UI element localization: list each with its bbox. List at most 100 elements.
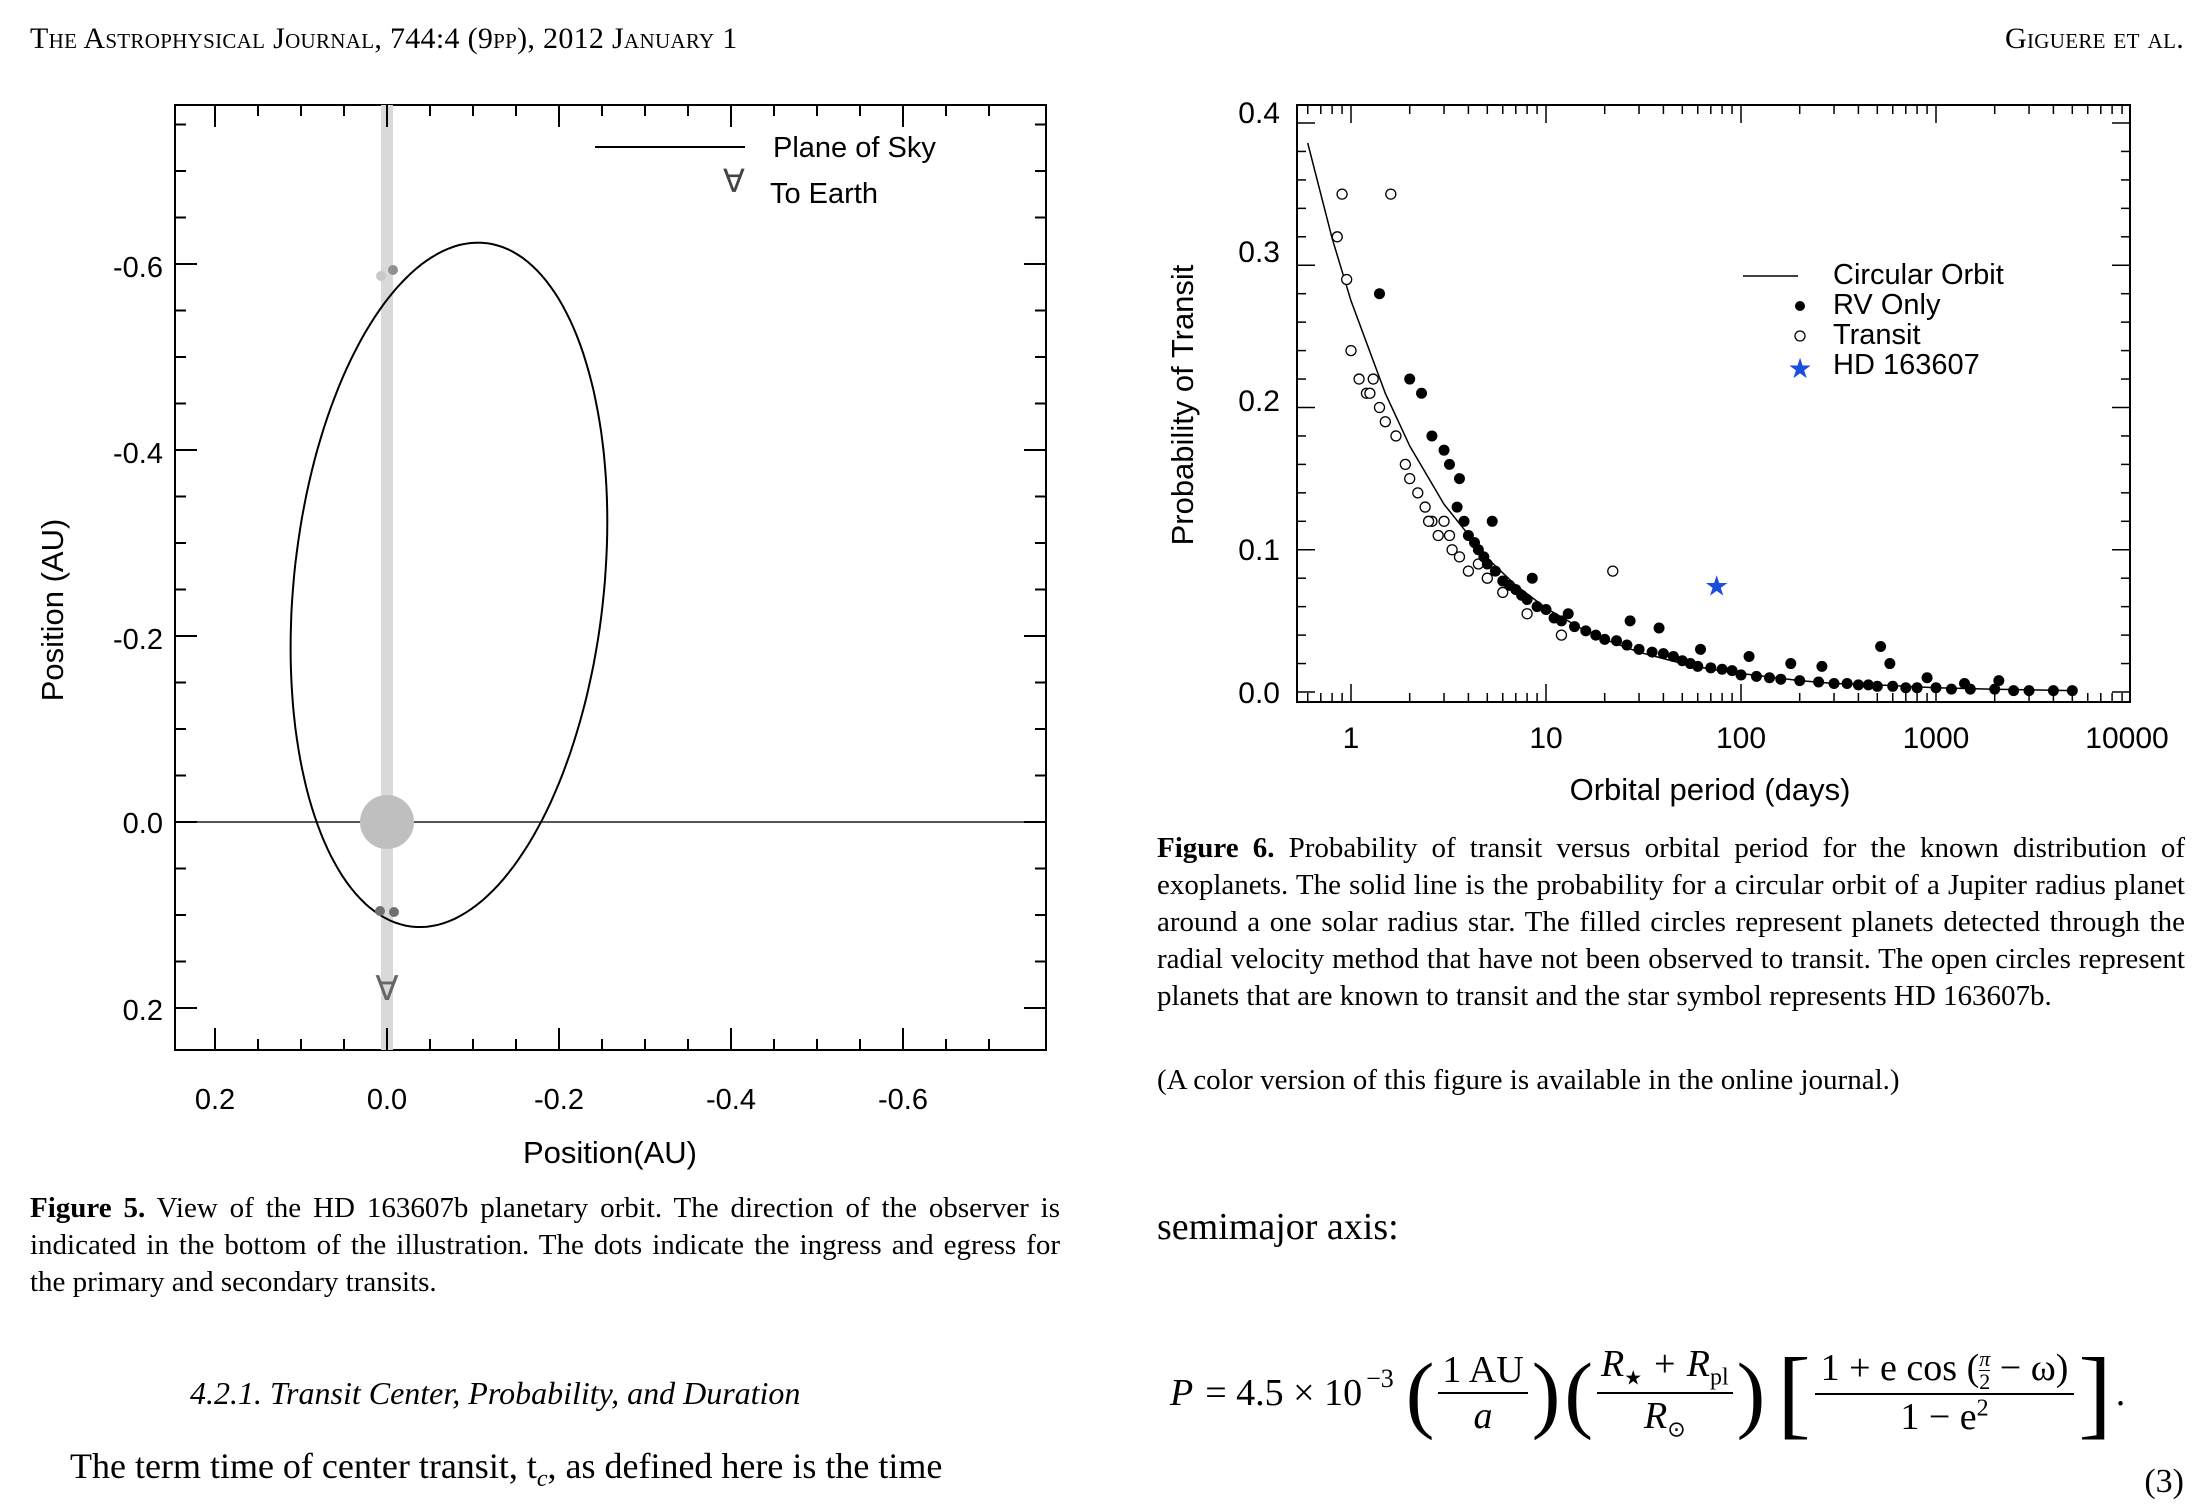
fig6-transit-point bbox=[1419, 501, 1431, 513]
fig5-xtick-label: -0.6 bbox=[878, 1084, 928, 1116]
fig6-transit-point bbox=[1521, 608, 1533, 620]
fig6-rv-point bbox=[2023, 685, 2035, 697]
eq-pi: π bbox=[1979, 1346, 1991, 1372]
fig6-rv-point bbox=[1580, 625, 1592, 637]
eq-trailing-period: . bbox=[2115, 1371, 2126, 1414]
eq-bracket-close: ] bbox=[2078, 1337, 2112, 1448]
fig6-frame bbox=[1296, 104, 2131, 703]
fig6-rv-point bbox=[1562, 608, 1574, 620]
fig6-transit-point bbox=[1481, 572, 1493, 584]
fig6-xtick-label: 10 bbox=[1529, 722, 1562, 755]
fig6-rv-point bbox=[1444, 458, 1456, 470]
eq-rstar-sub: ★ bbox=[1624, 1368, 1643, 1390]
fig6-rv-point bbox=[1735, 669, 1747, 681]
fig6-rv-point bbox=[1458, 515, 1470, 527]
fig6-rv-point bbox=[1624, 615, 1636, 627]
body-paragraph: The term time of center transit, tc, as … bbox=[70, 1445, 942, 1493]
fig6-transit-point bbox=[1364, 387, 1376, 399]
fig6-transit-point bbox=[1607, 565, 1619, 577]
fig6-circular-orbit-curve bbox=[1306, 142, 2073, 692]
fig6-ytick-label: 0.0 bbox=[1238, 677, 1280, 710]
figure-6-label: Figure 6. bbox=[1157, 832, 1275, 864]
eq-paren-close-1: ) bbox=[1531, 1344, 1561, 1441]
eq-rsun: R bbox=[1644, 1395, 1668, 1437]
eq-paren-open-1: ( bbox=[1405, 1344, 1435, 1441]
fig6-transit-point bbox=[1453, 551, 1466, 563]
fig5-transit-dot bbox=[376, 271, 386, 281]
equation-number: (3) bbox=[2144, 1463, 2184, 1500]
fig6-rv-point bbox=[1958, 677, 1970, 689]
body-text-start: The term time of center transit, t bbox=[70, 1446, 537, 1486]
eq-exponent: −3 bbox=[1366, 1363, 1394, 1393]
eq-paren-open-2: ( bbox=[1564, 1344, 1593, 1441]
fig6-rv-point bbox=[2047, 685, 2059, 697]
fig6-rv-point bbox=[1775, 673, 1787, 685]
fig6-rv-point bbox=[1930, 682, 1942, 694]
fig5-ticks bbox=[175, 105, 1046, 1050]
fig6-legend-filled-symbol bbox=[1795, 301, 1805, 311]
fig6-xtick-label: 100 bbox=[1716, 722, 1766, 755]
body-text-subscript: c bbox=[536, 1466, 548, 1493]
fig6-transit-point bbox=[1379, 416, 1391, 428]
eq-fraction-2: R★ + Rpl R⊙ bbox=[1596, 1342, 1733, 1443]
fig5-ytick-label: -0.2 bbox=[113, 624, 163, 656]
fig6-rv-point bbox=[1794, 675, 1806, 687]
fig6-rv-point bbox=[1373, 288, 1385, 300]
fig6-rv-point bbox=[1716, 663, 1728, 675]
eq-frac2-den: R⊙ bbox=[1644, 1394, 1686, 1443]
fig6-rv-point bbox=[1945, 683, 1957, 695]
fig6-rv-point bbox=[1828, 677, 1840, 689]
fig6-transit-point bbox=[1462, 565, 1475, 577]
fig6-legend-transit: Transit bbox=[1833, 319, 1921, 351]
eq-fraction-3: 1 + e cos (π 2 − ω) 1 − e2 bbox=[1814, 1346, 2075, 1440]
figure-6-transit-probability-chart: ★ 0.0 0.1 0.2 0.3 0.4 1 10 100 1000 1000… bbox=[1165, 97, 2169, 807]
fig6-rv-point bbox=[1852, 679, 1864, 691]
fig5-xtick-label: -0.2 bbox=[534, 1084, 584, 1116]
eq-rstar: R bbox=[1600, 1343, 1625, 1386]
fig6-rv-point bbox=[1568, 621, 1580, 633]
figure-5-caption-text: View of the HD 163607b planetary orbit. … bbox=[30, 1192, 1060, 1298]
fig5-transit-dot bbox=[388, 265, 398, 275]
fig6-rv-point bbox=[1692, 660, 1704, 672]
fig6-xtick-label: 1000 bbox=[1903, 722, 1970, 755]
fig6-rv-point bbox=[1887, 680, 1899, 692]
fig5-xtick-label: -0.4 bbox=[706, 1084, 756, 1116]
eq-rpl: + R bbox=[1642, 1343, 1710, 1386]
fig6-xlabel: Orbital period (days) bbox=[1570, 772, 1851, 807]
fig6-rv-point bbox=[1993, 675, 2005, 687]
fig5-frame bbox=[174, 104, 1047, 1051]
fig6-rv-point bbox=[1462, 530, 1474, 542]
figure-5-caption: Figure 5. View of the HD 163607b planeta… bbox=[30, 1190, 1060, 1301]
fig6-rv-point bbox=[1657, 648, 1669, 660]
fig6-rv-point bbox=[1526, 572, 1538, 584]
fig5-xtick-label: 0.2 bbox=[195, 1084, 235, 1116]
eq-frac3-num-end: − ω) bbox=[1990, 1346, 2069, 1389]
figure-6-caption: Figure 6. Probability of transit versus … bbox=[1157, 830, 2185, 1015]
fig5-transit-dot bbox=[375, 906, 385, 916]
fig6-rv-point bbox=[1667, 650, 1679, 662]
fig6-rv-point bbox=[1453, 473, 1465, 485]
equation-3: P = 4.5 × 10 −3 ( 1 AU a ) ( R★ + Rpl R⊙… bbox=[1170, 1335, 2125, 1450]
fig5-legend-earth-label: To Earth bbox=[770, 178, 878, 210]
figure-6-caption-text: Probability of transit versus orbital pe… bbox=[1157, 832, 2185, 1012]
fig6-rv-point bbox=[1816, 660, 1828, 672]
eq-frac3-num-start: 1 + e cos ( bbox=[1820, 1346, 1980, 1389]
fig5-ytick-label: -0.4 bbox=[113, 438, 163, 470]
fig6-points: ★ bbox=[1331, 188, 2078, 697]
fig6-rv-point bbox=[1813, 676, 1825, 688]
fig5-earth-marker: ∀ bbox=[375, 970, 398, 1008]
fig6-transit-point bbox=[1331, 231, 1343, 243]
fig6-rv-point bbox=[1590, 629, 1602, 641]
section-heading: 4.2.1. Transit Center, Probability, and … bbox=[190, 1375, 801, 1411]
fig6-legend-hd163607: HD 163607 bbox=[1833, 349, 1980, 381]
fig6-transit-point bbox=[1422, 515, 1435, 527]
fig5-star bbox=[360, 795, 414, 849]
fig6-rv-point bbox=[1540, 603, 1552, 615]
eq-bracket-open: [ bbox=[1777, 1337, 1811, 1448]
fig6-transit-point bbox=[1399, 458, 1412, 471]
fig5-ytick-label: -0.6 bbox=[113, 252, 163, 284]
fig6-transit-point bbox=[1446, 544, 1458, 556]
fig6-rv-point bbox=[1921, 672, 1933, 684]
fig6-rv-point bbox=[1438, 444, 1450, 456]
